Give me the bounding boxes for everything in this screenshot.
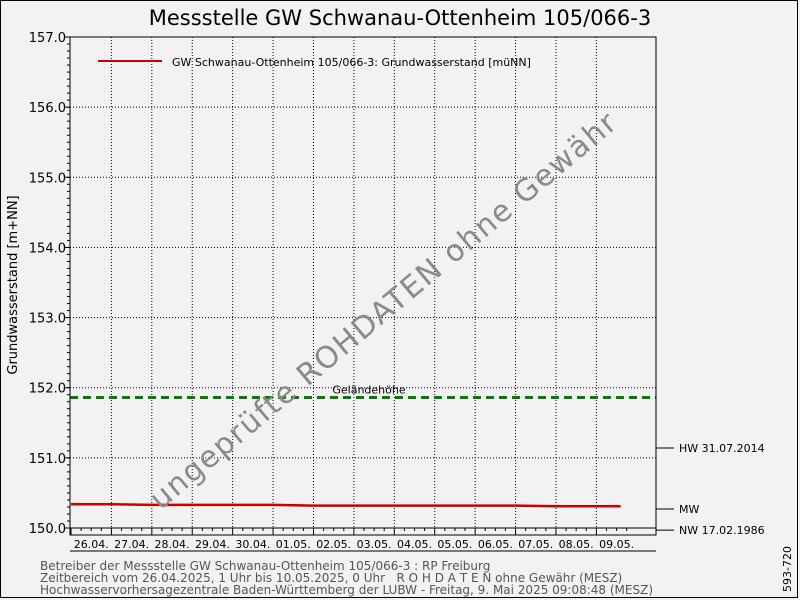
- y-tick-label: 154.0: [29, 241, 66, 256]
- marker-label: HW 31.07.2014: [679, 442, 765, 455]
- x-tick-label: 06.05.: [478, 538, 513, 551]
- y-tick-label: 153.0: [29, 312, 66, 327]
- reference-lines: Geländehöhe: [70, 384, 656, 400]
- reference-line-label: Geländehöhe: [332, 384, 405, 397]
- footer-operator: Betreiber der Messstelle GW Schwanau-Ott…: [40, 559, 491, 573]
- x-tick-label: 01.05.: [276, 538, 311, 551]
- chart-title: Messstelle GW Schwanau-Ottenheim 105/066…: [149, 6, 651, 30]
- y-tick-label: 150.0: [29, 522, 66, 537]
- grid: [70, 37, 656, 528]
- x-ticks: 26.04. 27.04. 28.04. 29.04. 30.04. 01.05. 02.0…: [70, 527, 656, 552]
- x-tick-label: 30.04.: [235, 538, 270, 551]
- series-layer: [71, 502, 621, 508]
- footer-time-range: Zeitbereich vom 26.04.2025, 1 Uhr bis 10…: [40, 571, 623, 585]
- legend: GW Schwanau-Ottenheim 105/066-3: Grundwa…: [98, 56, 531, 69]
- x-tick-label: 09.05.: [599, 538, 634, 551]
- watermark: ungeprüfte ROHDATEN ohne Gewähr: [143, 105, 625, 517]
- y-axis-label: Grundwasserstand [m+NN]: [6, 195, 21, 374]
- y-tick-label: 152.0: [29, 382, 66, 397]
- x-tick-label: 03.05.: [357, 538, 392, 551]
- y-tick-label: 155.0: [29, 171, 66, 186]
- marker-label: NW 17.02.1986: [679, 524, 765, 537]
- x-tick-label: 27.04.: [114, 538, 149, 551]
- side-code: 593-720: [781, 546, 794, 592]
- plot-border: [69, 36, 657, 536]
- series-line: [71, 502, 621, 508]
- legend-label: GW Schwanau-Ottenheim 105/066-3: Grundwa…: [172, 56, 531, 69]
- x-tick-label: 04.05.: [397, 538, 432, 551]
- y-tick-label: 151.0: [29, 452, 66, 467]
- footer-source: Hochwasservorhersagezentrale Baden-Württ…: [40, 583, 653, 597]
- x-tick-label: 02.05.: [316, 538, 351, 551]
- x-tick-label: 28.04.: [155, 538, 190, 551]
- x-tick-label: 07.05.: [518, 538, 553, 551]
- y-ticks: 150.0 151.0 152.0 153.0 154.0 155.0 156.0 157.0: [29, 31, 70, 537]
- x-tick-label: 26.04.: [74, 538, 109, 551]
- x-tick-label: 08.05.: [559, 538, 594, 551]
- x-tick-label: 29.04.: [195, 538, 230, 551]
- y-tick-label: 157.0: [29, 31, 66, 46]
- marker-label: MW: [679, 503, 699, 516]
- x-tick-label: 05.05.: [437, 538, 472, 551]
- y-tick-label: 156.0: [29, 101, 66, 116]
- right-markers: HW 31.07.2014 MW NW 17.02.1986: [656, 442, 765, 537]
